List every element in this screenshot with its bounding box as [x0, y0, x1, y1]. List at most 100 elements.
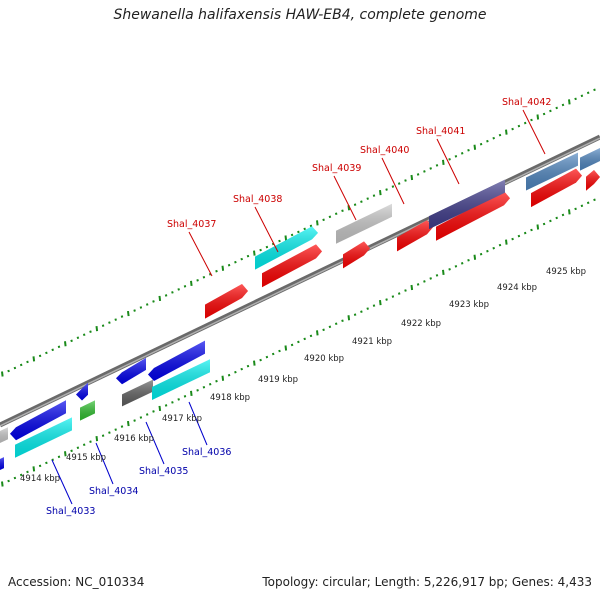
tick-label: 4921 kbp — [352, 337, 392, 347]
inner-tick — [202, 385, 206, 389]
outer-tick — [234, 260, 237, 264]
inner-tick — [429, 277, 432, 280]
gene-cyan-top-shade — [255, 226, 318, 270]
axis-line-highlight — [0, 137, 600, 427]
inner-tick — [1, 481, 4, 487]
inner-tick — [246, 364, 250, 368]
inner-tick — [586, 201, 590, 205]
inner-tick — [108, 431, 111, 434]
inner-tick — [215, 379, 218, 383]
outer-tick — [133, 309, 136, 312]
inner-tick — [454, 265, 458, 268]
outer-tick — [448, 158, 451, 161]
leader-line — [188, 401, 208, 446]
outer-tick — [19, 363, 23, 367]
inner-tick — [7, 479, 10, 483]
outer-tick — [505, 129, 508, 135]
gene-label-top: Shal_4037 — [167, 219, 216, 230]
outer-tick — [82, 333, 86, 337]
inner-tick — [517, 234, 521, 238]
outer-tick — [158, 295, 162, 302]
outer-tick — [360, 200, 363, 203]
outer-tick — [120, 315, 124, 318]
gene-blue-bottom-4 — [148, 340, 205, 381]
inner-tick — [45, 461, 48, 465]
outer-tick — [322, 218, 325, 222]
gene-shal-4038-shade — [262, 244, 322, 288]
inner-tick — [208, 382, 212, 386]
inner-tick — [183, 395, 187, 398]
outer-tick — [202, 275, 206, 279]
tick-label: 4917 kbp — [162, 414, 202, 424]
gene-steel-top-2-shade — [580, 148, 600, 171]
inner-tick — [580, 204, 584, 208]
tick-label: 4920 kbp — [304, 354, 344, 364]
outer-tick — [278, 239, 281, 243]
gene-blue-edge-shade — [0, 457, 4, 470]
inner-tick — [190, 390, 193, 396]
inner-tick — [498, 243, 502, 247]
gene-label-top: Shal_4042 — [502, 97, 551, 108]
outer-tick — [1, 371, 4, 377]
outer-tick — [442, 159, 445, 165]
outer-tick — [196, 279, 199, 282]
outer-tick — [127, 310, 130, 317]
outer-tick — [101, 324, 105, 327]
inner-tick — [505, 239, 508, 245]
outer-tick — [555, 106, 558, 110]
inner-tick — [171, 401, 174, 404]
inner-tick — [328, 325, 332, 329]
outer-tick — [208, 272, 212, 276]
outer-tick — [580, 94, 584, 98]
outer-tick — [328, 215, 332, 219]
inner-tick — [568, 209, 571, 215]
outer-tick — [379, 189, 382, 196]
inner-tick — [416, 283, 420, 286]
inner-tick-ring — [1, 198, 596, 487]
gene-blue-edge — [0, 457, 4, 470]
outer-tick — [353, 203, 357, 206]
outer-tick — [259, 248, 262, 252]
inner-tick — [379, 299, 382, 306]
inner-tick — [95, 436, 99, 442]
tick-label: 4924 kbp — [497, 283, 537, 293]
gene-labels: Shal_4037 Shal_4038 Shal_4039 Shal_4040 Shal… — [46, 97, 551, 517]
inner-tick — [234, 370, 237, 374]
inner-tick — [26, 470, 29, 474]
gene-blue-bottom-3-shade — [116, 357, 146, 385]
outer-tick — [423, 170, 426, 173]
inner-tick — [70, 449, 73, 453]
gene-label-top: Shal_4039 — [312, 163, 361, 174]
outer-tick — [13, 366, 17, 370]
gene-steel-top-shade — [526, 152, 578, 191]
gene-shal-4042-shade — [531, 168, 582, 208]
inner-tick — [177, 398, 180, 401]
outer-tick — [523, 121, 527, 125]
inner-tick — [309, 334, 313, 338]
inner-tick — [145, 413, 149, 416]
inner-tick — [511, 237, 514, 241]
gene-blue-bottom-4-shade — [148, 340, 205, 381]
genome-metadata-label: Topology: circular; Length: 5,226,917 bp… — [262, 575, 592, 589]
gene-shal-4043 — [586, 170, 600, 191]
outer-tick — [253, 250, 256, 256]
inner-tick — [259, 358, 262, 362]
outer-tick — [89, 330, 92, 333]
gene-shal-4033-shade — [15, 417, 72, 458]
gene-shal-4038 — [262, 244, 322, 288]
inner-tick — [442, 269, 445, 275]
outer-tick — [64, 341, 67, 347]
outer-tick — [177, 288, 180, 291]
gene-shal-4035 — [122, 379, 153, 407]
outer-tick — [145, 303, 149, 306]
outer-tick — [454, 155, 458, 158]
gene-purple-top — [429, 179, 505, 230]
outer-tick — [309, 224, 313, 228]
gene-shal-4036-shade — [152, 359, 210, 400]
inner-tick — [397, 292, 401, 295]
tick-label: 4923 kbp — [449, 300, 489, 310]
outer-tick — [467, 148, 470, 152]
inner-tick — [221, 375, 225, 381]
outer-tick — [271, 242, 275, 246]
genome-axis — [0, 134, 600, 428]
